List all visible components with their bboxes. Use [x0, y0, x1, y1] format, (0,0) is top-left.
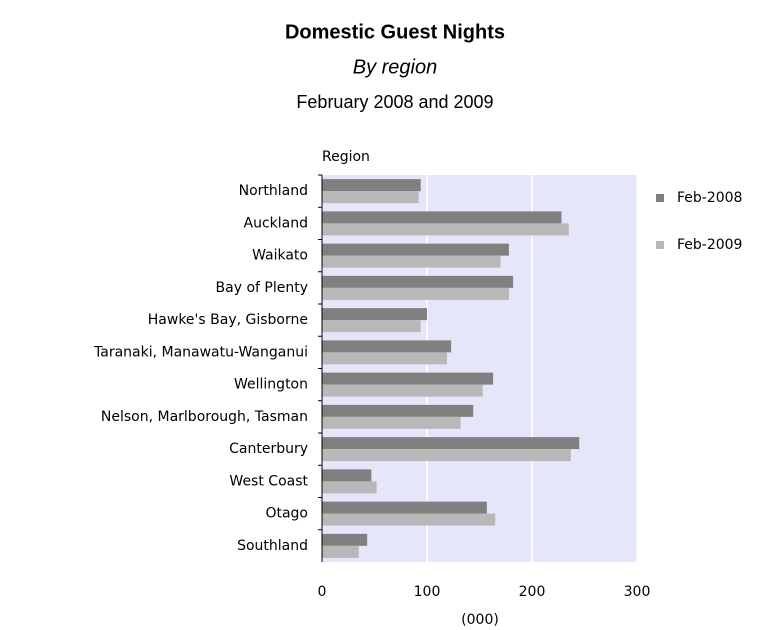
legend-label: Feb-2009	[677, 237, 742, 253]
legend-swatch	[656, 194, 664, 202]
bar	[322, 223, 569, 236]
y-tick-label: Otago	[265, 506, 308, 522]
y-tick-label: Wellington	[234, 377, 308, 393]
y-tick-label: West Coast	[229, 473, 308, 489]
bar	[322, 384, 483, 397]
bar	[322, 469, 372, 482]
x-tick-label: 100	[414, 584, 441, 600]
y-tick-label: Auckland	[244, 215, 308, 231]
chart-title: Domestic Guest Nights	[285, 21, 505, 43]
bar	[322, 287, 509, 300]
bar	[322, 513, 496, 526]
bar	[322, 545, 359, 558]
bar	[322, 320, 421, 333]
plot-area	[322, 175, 637, 562]
y-tick-label: Bay of Plenty	[216, 280, 308, 296]
bar	[322, 340, 452, 353]
bar	[322, 416, 461, 429]
bar	[322, 449, 571, 462]
bar	[322, 501, 487, 514]
bar	[322, 211, 562, 224]
bar	[322, 533, 368, 546]
y-tick-label: Taranaki, Manawatu-Wanganui	[93, 344, 308, 360]
bar	[322, 308, 427, 321]
bar	[322, 275, 514, 288]
bar	[322, 372, 494, 385]
y-tick-label: Northland	[239, 183, 308, 199]
bar	[322, 255, 501, 268]
x-axis-title: (000)	[461, 612, 499, 628]
y-axis-title: Region	[322, 149, 370, 165]
chart-caption: February 2008 and 2009	[296, 92, 493, 112]
bar	[322, 352, 447, 365]
y-tick-label: Waikato	[252, 248, 308, 264]
legend-label: Feb-2008	[677, 190, 742, 206]
bar	[322, 404, 474, 417]
bar	[322, 243, 509, 256]
bar	[322, 179, 421, 192]
y-tick-label: Southland	[237, 538, 308, 554]
y-tick-label: Nelson, Marlborough, Tasman	[101, 409, 308, 425]
bar	[322, 481, 377, 494]
bar	[322, 191, 419, 204]
chart-subtitle: By region	[353, 56, 438, 78]
x-tick-label: 200	[519, 584, 546, 600]
y-tick-label: Hawke's Bay, Gisborne	[148, 312, 308, 328]
x-tick-label: 0	[318, 584, 327, 600]
x-tick-label: 300	[624, 584, 651, 600]
bar	[322, 437, 580, 450]
y-tick-label: Canterbury	[229, 441, 308, 457]
legend-swatch	[656, 241, 664, 249]
